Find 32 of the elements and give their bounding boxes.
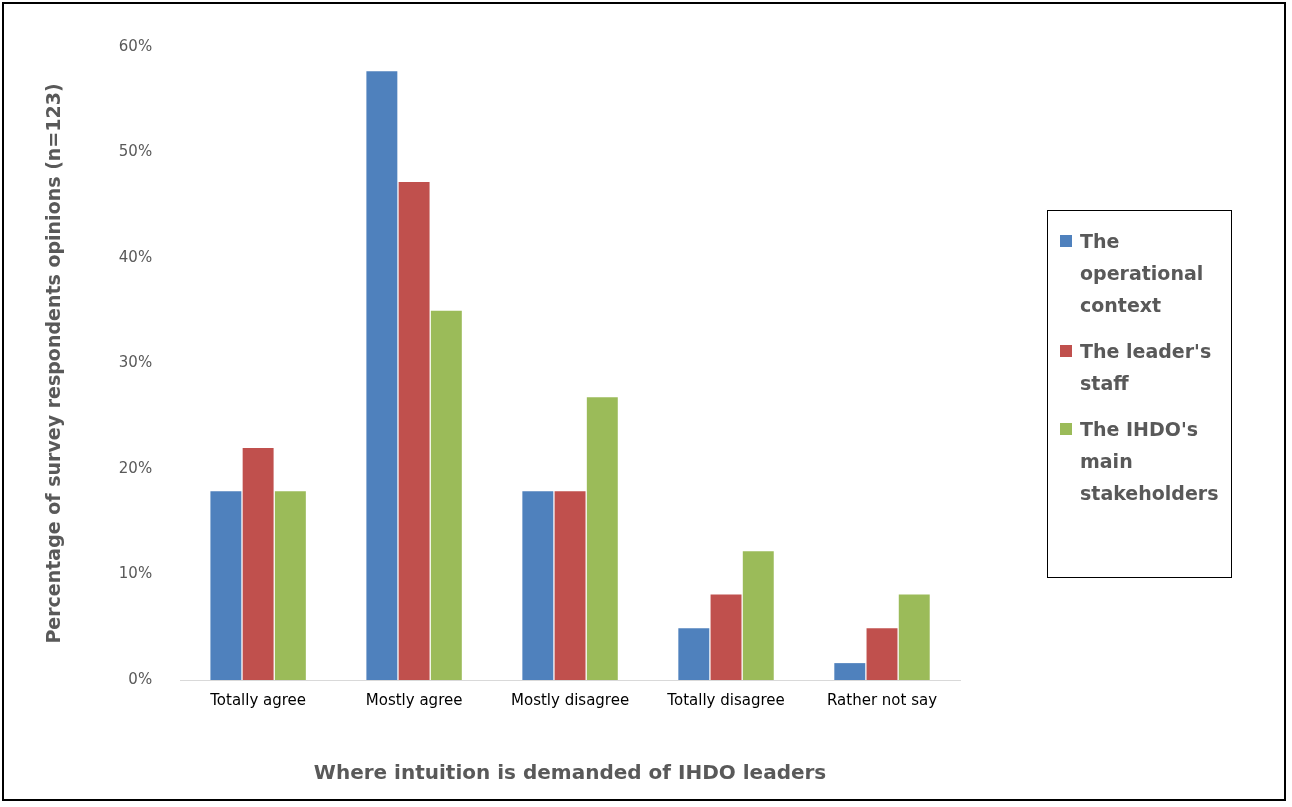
bar (586, 397, 618, 680)
y-tick-label: 0% (128, 669, 153, 688)
bar (678, 628, 710, 680)
bar (742, 551, 774, 680)
y-tick-label: 40% (118, 247, 153, 266)
x-tick-label: Mostly agree (365, 690, 463, 709)
bar (710, 594, 742, 680)
bar (834, 663, 866, 680)
bar (898, 594, 930, 680)
y-tick-label: 60% (118, 36, 153, 55)
legend-label: The IHDO's main stakeholders (1080, 417, 1220, 506)
x-axis-title: Where intuition is demanded of IHDO leaders (313, 760, 827, 785)
y-tick-label: 10% (118, 564, 153, 583)
legend-label: The operational context (1080, 229, 1205, 318)
bar (554, 491, 586, 680)
y-axis-title: Percentage of survey respondents opinions (n=123) (42, 83, 65, 644)
y-tick-label: 50% (118, 142, 153, 161)
bar (522, 491, 554, 680)
bar (242, 447, 274, 680)
x-tick-label: Totally disagree (666, 690, 785, 709)
y-tick-label: 30% (118, 353, 153, 372)
x-tick-label: Totally agree (209, 690, 307, 709)
bar (430, 310, 462, 680)
bar (366, 71, 398, 680)
x-tick-label: Rather not say (826, 690, 938, 709)
bar (866, 628, 898, 680)
bar (398, 182, 430, 680)
bar (274, 491, 306, 680)
y-tick-label: 20% (118, 458, 153, 477)
bar (210, 491, 242, 680)
legend-label: The leader's staff (1080, 339, 1213, 396)
x-tick-label: Mostly disagree (511, 690, 630, 709)
